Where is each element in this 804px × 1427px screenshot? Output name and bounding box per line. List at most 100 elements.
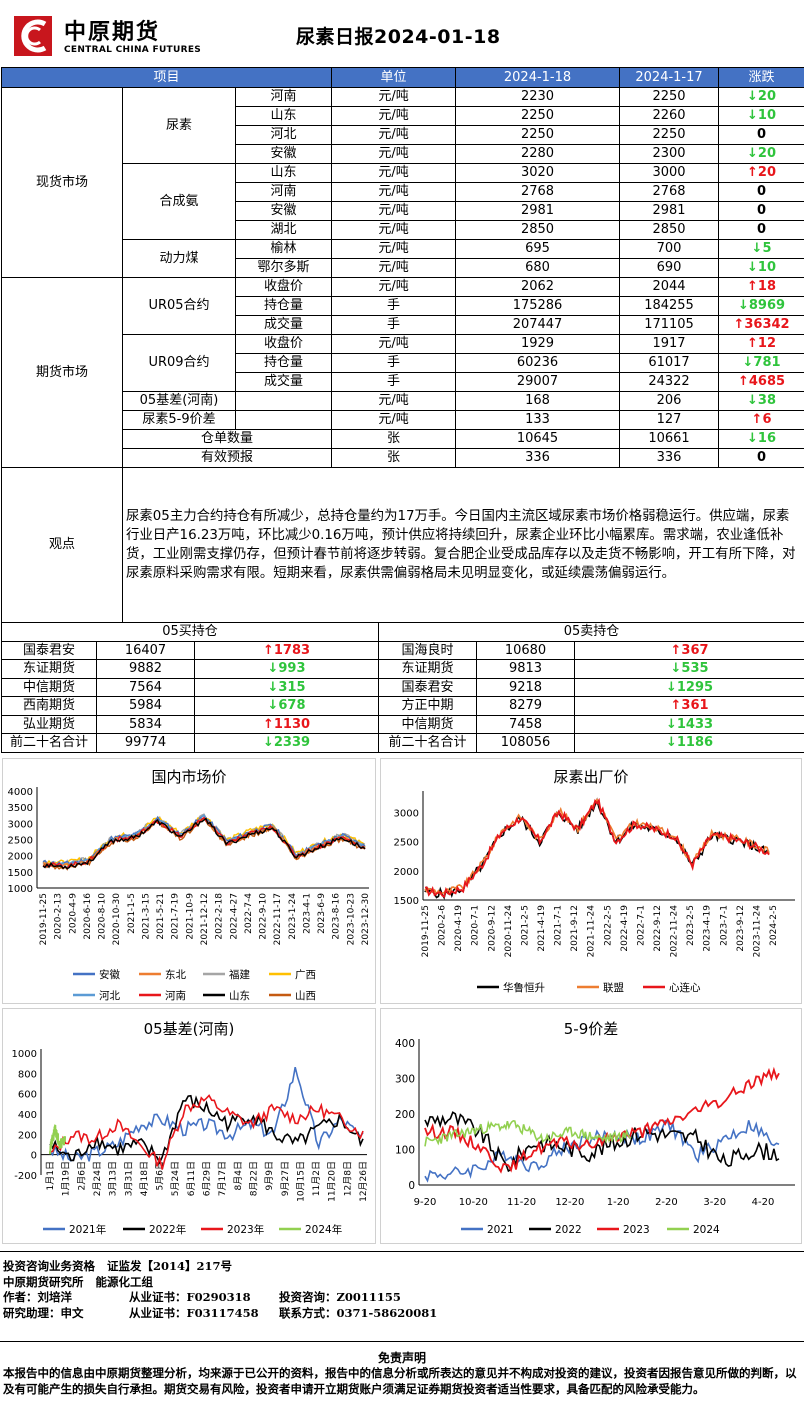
row-value-today: 2768 bbox=[455, 182, 621, 202]
qualification-label: 投资咨询业务资格 bbox=[3, 1259, 95, 1273]
chart-factory-price: 尿素出厂价 3000 2500 2000 1500 2019-11-25 2020-2-6… bbox=[380, 758, 802, 1004]
x-tick-label: 2021-3-15 bbox=[141, 893, 151, 940]
row-value-prev: 206 bbox=[619, 391, 720, 411]
positions-row: 弘业期货 5834 ↑1130 中信期货 7458 ↓1433 bbox=[1, 714, 804, 734]
chart-spread-svg: 400 300 200 100 0 9-20 10-20 11-20 12-20 1-20 2-20… bbox=[395, 1038, 795, 1236]
x-tick-label: 2023-10-23 bbox=[346, 893, 356, 945]
buy-broker: 东证期货 bbox=[1, 659, 97, 679]
row-item: 山东 bbox=[234, 163, 333, 183]
buy-change: ↓678 bbox=[193, 696, 380, 716]
series-line-2024 bbox=[424, 1119, 632, 1147]
group-label: 合成氨 bbox=[122, 163, 236, 240]
row-item: 湖北 bbox=[234, 220, 333, 240]
positions-title-row: 05买持仓 05卖持仓 bbox=[0, 622, 804, 642]
row-value-prev: 2250 bbox=[619, 87, 720, 107]
row-unit: 元/吨 bbox=[331, 277, 457, 297]
sell-change: ↑361 bbox=[574, 696, 804, 716]
row-value-today: 2981 bbox=[455, 201, 621, 221]
sell-broker: 方正中期 bbox=[378, 696, 478, 716]
row-value-prev: 2300 bbox=[619, 144, 720, 164]
table-row: 05基差(河南) 元/吨 168 206 ↓38 bbox=[2, 391, 804, 411]
x-tick-label: 2023-1-24 bbox=[288, 893, 298, 940]
buy-volume: 9882 bbox=[96, 659, 195, 679]
row-value-prev: 690 bbox=[619, 258, 720, 278]
y-tick-label: 3500 bbox=[8, 803, 33, 814]
header-date-1: 2024-1-18 bbox=[455, 67, 621, 88]
x-tick-label: 6月11日 bbox=[186, 1161, 197, 1196]
x-tick-label: 2020-2-6 bbox=[438, 905, 448, 946]
x-tick-label: 2021-1-5 bbox=[127, 893, 137, 934]
legend-label: 福建 bbox=[229, 968, 250, 981]
row-unit: 元/吨 bbox=[331, 163, 457, 183]
x-tick-label: 2月6日 bbox=[76, 1161, 87, 1190]
x-tick-label: 2020-11-24 bbox=[504, 905, 514, 958]
x-tick-label: 9-20 bbox=[414, 1197, 437, 1208]
table-row: 动力煤 榆林 元/吨 695 700 ↓5 bbox=[2, 239, 804, 278]
row-change: 0 bbox=[718, 201, 804, 221]
author-info: 投资咨询业务资格 证监发【2014】217号 中原期货研究所 能源化工组 作者：… bbox=[3, 1259, 437, 1321]
y-tick-label: 1500 bbox=[8, 868, 33, 879]
buy-broker: 前二十名合计 bbox=[1, 733, 97, 753]
row-value-today: 695 bbox=[455, 239, 621, 259]
row-unit: 元/吨 bbox=[331, 220, 457, 240]
row-value-prev: 2044 bbox=[619, 277, 720, 297]
legend-label: 联盟 bbox=[603, 982, 624, 994]
row-change: ↓5 bbox=[718, 239, 804, 259]
x-tick-label: 2020-8-10 bbox=[98, 893, 108, 940]
x-tick-label: 6月29日 bbox=[202, 1161, 213, 1196]
series-line-华鲁恒升 bbox=[424, 797, 770, 900]
row-change: ↑4685 bbox=[718, 372, 804, 392]
sell-change: ↓1433 bbox=[574, 714, 804, 734]
header-item: 项目 bbox=[0, 67, 333, 88]
x-tick-label: 2021-7-19 bbox=[171, 893, 181, 940]
row-change: ↓10 bbox=[718, 258, 804, 278]
row-change: ↓10 bbox=[718, 106, 804, 126]
row-unit: 元/吨 bbox=[331, 144, 457, 164]
company-logo bbox=[14, 16, 52, 56]
row-value-today: 3020 bbox=[455, 163, 621, 183]
positions-row: 前二十名合计 99774 ↓2339 前二十名合计 108056 ↓1186 bbox=[1, 733, 804, 753]
x-tick-label: 11月2日 bbox=[311, 1161, 322, 1196]
buy-broker: 中信期货 bbox=[1, 677, 97, 697]
row-value-prev: 1917 bbox=[619, 334, 720, 354]
row-unit: 张 bbox=[331, 429, 457, 449]
row-unit: 元/吨 bbox=[331, 87, 457, 107]
y-tick-label: 800 bbox=[18, 1069, 37, 1080]
buy-volume: 99774 bbox=[96, 733, 195, 753]
row-unit: 元/吨 bbox=[331, 125, 457, 145]
series-line-2023年 bbox=[49, 1094, 364, 1170]
institute-line: 中原期货研究所 能源化工组 bbox=[3, 1275, 437, 1291]
legend-label: 河北 bbox=[99, 990, 120, 1002]
buy-volume: 16407 bbox=[96, 640, 195, 660]
x-tick-label: 2023-9-12 bbox=[736, 905, 746, 952]
disclaimer-title: 免责声明 bbox=[377, 1351, 426, 1365]
y-tick-label: 4000 bbox=[8, 787, 33, 798]
row-unit: 手 bbox=[331, 372, 457, 392]
row-item: 河南 bbox=[234, 87, 333, 107]
sell-change: ↓535 bbox=[574, 659, 804, 679]
x-tick-label: 2020-9-12 bbox=[487, 905, 497, 952]
row-item: 持仓量 bbox=[234, 296, 333, 316]
assistant-name: 研究助理：申文 bbox=[3, 1305, 84, 1320]
x-tick-label: 2023-2-5 bbox=[686, 905, 696, 946]
opinion-label: 观点 bbox=[1, 467, 123, 623]
row-change: ↑12 bbox=[718, 334, 804, 354]
x-tick-label: 3-20 bbox=[703, 1197, 726, 1208]
x-tick-label: 9月9日 bbox=[264, 1161, 275, 1190]
author-name: 作者：刘培洋 bbox=[3, 1290, 72, 1304]
row-item: 有效预报 bbox=[121, 448, 333, 468]
row-value-today: 207447 bbox=[455, 315, 621, 335]
x-tick-label: 2022-2-18 bbox=[215, 893, 225, 940]
row-unit: 手 bbox=[331, 296, 457, 316]
row-change: 0 bbox=[718, 448, 804, 468]
x-tick-label: 2019-11-25 bbox=[421, 905, 431, 957]
table-row: 河南 元/吨 2768 2768 0 bbox=[2, 182, 804, 202]
row-value-today: 175286 bbox=[455, 296, 621, 316]
row-value-today: 1929 bbox=[455, 334, 621, 354]
y-tick-label: 0 bbox=[408, 1180, 415, 1192]
x-tick-label: 4月18日 bbox=[139, 1161, 150, 1196]
buy-volume: 7564 bbox=[96, 677, 195, 697]
legend-label: 华鲁恒升 bbox=[503, 981, 545, 994]
author-line: 作者：刘培洋 从业证书：F0290318 投资咨询：Z0011155 bbox=[3, 1290, 437, 1306]
row-item: 收盘价 bbox=[234, 277, 333, 297]
